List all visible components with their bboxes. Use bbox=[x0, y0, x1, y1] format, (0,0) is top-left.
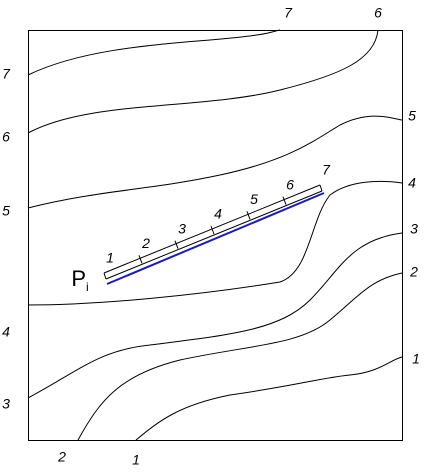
ruler-end bbox=[319, 184, 323, 192]
point-name: P bbox=[71, 266, 86, 291]
point-subscript: i bbox=[86, 280, 89, 294]
ruler-label: 2 bbox=[141, 235, 150, 251]
contour-line bbox=[27, 115, 403, 209]
contour-label: 2 bbox=[409, 264, 418, 280]
contour-label: 4 bbox=[408, 175, 416, 191]
ruler-label: 7 bbox=[322, 162, 331, 178]
ruler-label: 3 bbox=[178, 220, 186, 236]
map-frame bbox=[28, 30, 403, 441]
ruler bbox=[103, 184, 325, 285]
contour-label: 1 bbox=[132, 452, 140, 468]
ruler-label: 1 bbox=[106, 250, 114, 266]
ruler-label: 6 bbox=[286, 176, 294, 192]
ruler-tick bbox=[282, 196, 287, 205]
contour-line bbox=[27, 29, 281, 76]
contour-label: 6 bbox=[2, 129, 10, 145]
profile-line bbox=[106, 192, 325, 285]
contour-line bbox=[135, 356, 403, 441]
contour-label: 5 bbox=[2, 203, 10, 219]
contour-label: 5 bbox=[408, 108, 416, 124]
ruler-tick bbox=[138, 255, 143, 264]
contour-label: 6 bbox=[374, 5, 382, 21]
contour-line bbox=[77, 272, 403, 441]
contour-label: 7 bbox=[284, 5, 293, 21]
contour-label: 7 bbox=[2, 66, 11, 82]
ruler-tick bbox=[246, 211, 251, 220]
contour-line bbox=[27, 232, 403, 399]
contour-label: 2 bbox=[57, 449, 66, 465]
ruler-tick bbox=[174, 240, 179, 249]
ruler-end bbox=[103, 272, 107, 280]
contour-label: 4 bbox=[2, 324, 10, 340]
ruler-tick bbox=[210, 225, 215, 235]
ruler-label: 5 bbox=[250, 191, 258, 207]
contour-label: 3 bbox=[410, 221, 418, 237]
contour-label: 1 bbox=[412, 351, 420, 367]
point-label: Pi bbox=[71, 266, 88, 294]
ruler-edge bbox=[105, 190, 323, 280]
contour-label: 3 bbox=[2, 396, 10, 412]
contour-line bbox=[27, 180, 403, 306]
ruler-label: 4 bbox=[214, 206, 222, 222]
contour-line bbox=[27, 29, 379, 134]
